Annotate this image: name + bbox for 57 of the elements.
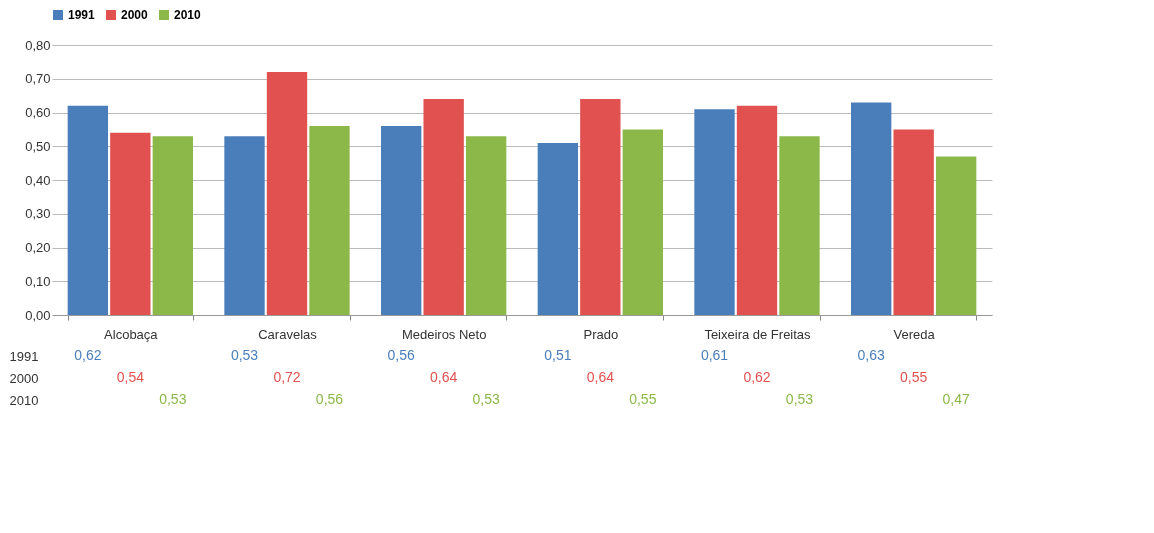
- bar: [465, 136, 507, 315]
- y-tick-label: 0,20: [25, 240, 51, 255]
- bar: [266, 72, 308, 315]
- bar: [67, 105, 109, 315]
- y-tick-label: 0,30: [25, 206, 51, 222]
- text: 2000: [9, 370, 39, 386]
- data-label: 0,72: [273, 369, 301, 385]
- x-tick-label: Alcobaça: [104, 326, 159, 342]
- x-tick-label: Caravelas: [258, 326, 318, 342]
- legend-label: 1991: [68, 8, 96, 22]
- data-label: 0,55: [900, 369, 928, 385]
- y-tick-label: 0,50: [25, 138, 51, 154]
- data-label: 0,53: [472, 391, 500, 407]
- y-tick-label: 0,40: [25, 172, 51, 188]
- x-tick-label: Medeiros Neto: [401, 326, 487, 342]
- bar: [224, 136, 265, 315]
- y-tick-label: 0,00: [25, 307, 51, 323]
- text: 2010: [9, 392, 39, 408]
- data-label: 0,47: [942, 391, 970, 407]
- data-label: 0,61: [700, 347, 729, 363]
- bar: [309, 126, 350, 315]
- data-label: 0,62: [743, 369, 771, 385]
- legend-label: 2000: [121, 8, 149, 22]
- bar: [381, 126, 422, 315]
- data-label: 0,54: [116, 369, 145, 385]
- bar: [851, 102, 892, 315]
- bar: [893, 129, 934, 315]
- bar: [935, 156, 977, 315]
- x-tick-label: Teixeira de Freitas: [704, 326, 812, 342]
- y-tick-label: 0,70: [25, 71, 51, 87]
- data-label: 0,62: [74, 347, 102, 363]
- bar: [779, 136, 820, 315]
- data-label: 0,56: [315, 391, 344, 407]
- bar: [537, 142, 579, 315]
- y-tick-label: 0,10: [25, 273, 51, 289]
- bar: [580, 99, 621, 315]
- data-label: 0,63: [857, 347, 886, 363]
- data-label: 0,51: [544, 347, 572, 363]
- bar: [736, 105, 778, 315]
- data-label: 0,64: [430, 369, 458, 385]
- data-label: 0,56: [387, 347, 416, 363]
- bar: [152, 136, 193, 315]
- text: 1991: [9, 348, 39, 364]
- bar: [423, 99, 464, 315]
- data-label: 0,53: [785, 391, 814, 407]
- data-label: 0,64: [586, 369, 615, 385]
- bar: [694, 109, 735, 315]
- data-label: 0,55: [629, 391, 657, 407]
- bar: [622, 129, 663, 315]
- y-tick-label: 0,80: [25, 37, 51, 53]
- data-label: 0,53: [230, 347, 259, 363]
- x-tick-label: Vereda: [893, 326, 936, 342]
- x-tick-label: Prado: [583, 326, 619, 342]
- y-tick-label: 0,60: [25, 105, 51, 120]
- data-label: 0,53: [159, 391, 187, 407]
- legend-label: 2010: [174, 8, 202, 22]
- bar: [110, 132, 151, 315]
